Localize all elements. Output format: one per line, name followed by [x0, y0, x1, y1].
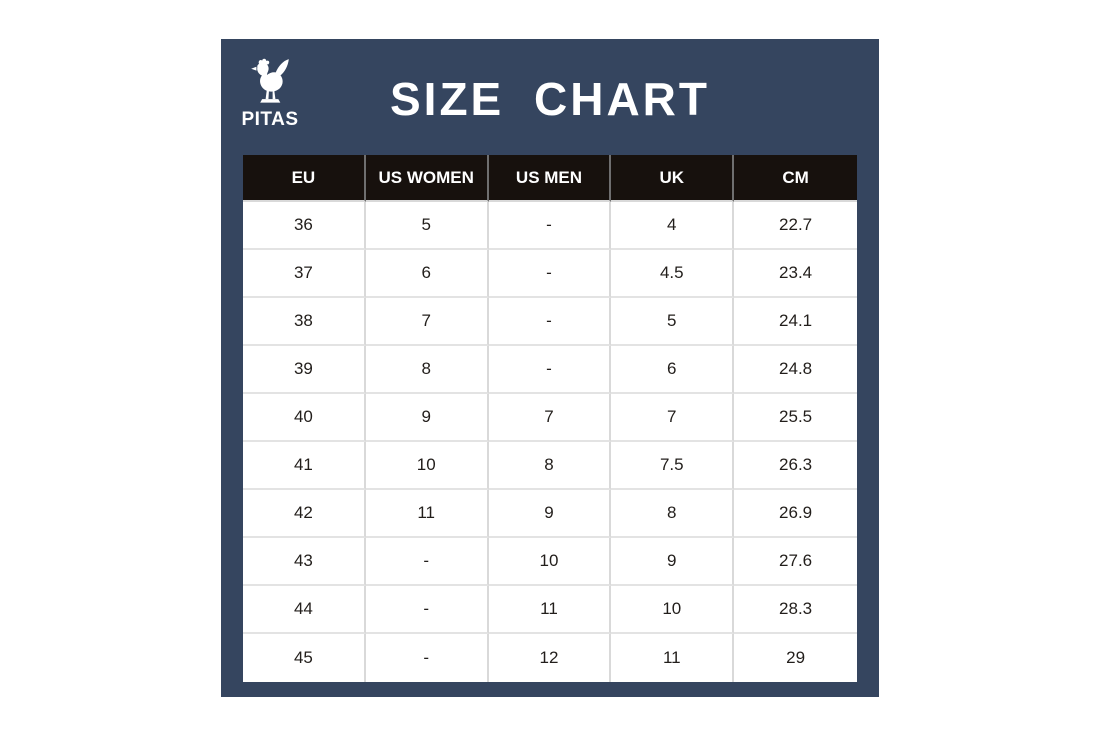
table-body: 36 5-4 22.7 37 6-4.5 23.4 38 7-5 24.1 39 8-6 24.8 40…: [243, 202, 857, 682]
size-cell: -: [488, 346, 612, 394]
brand-logo: PITAS: [237, 57, 303, 131]
size-cell: 26.3: [734, 442, 857, 490]
size-chart-panel: PITAS SIZE CHART EU US WOMEN US MEN UK CM 36…: [221, 39, 879, 697]
size-cell: 44: [243, 586, 366, 634]
size-cell: 42: [243, 490, 366, 538]
table-row: 39 8-6 24.8: [243, 346, 857, 394]
table-row: 41 10 8 7.5 26.3: [243, 442, 857, 490]
rooster-icon: [251, 58, 289, 103]
size-cell: 8: [488, 442, 612, 490]
brand-name: PITAS: [241, 109, 299, 130]
size-cell: 43: [243, 538, 366, 586]
column-header: UK: [611, 155, 735, 202]
column-header: EU: [243, 155, 366, 202]
size-cell: 5: [611, 298, 735, 346]
page-title: SIZE CHART: [390, 73, 710, 125]
size-cell: 41: [243, 442, 366, 490]
size-cell: 10: [488, 538, 612, 586]
size-cell: 7: [611, 394, 735, 442]
size-cell: 10: [365, 442, 489, 490]
size-cell: 45: [243, 634, 366, 682]
table-row: 40 9 7 7 25.5: [243, 394, 857, 442]
size-cell: -: [488, 202, 612, 250]
size-cell: 40: [243, 394, 366, 442]
size-cell: 4: [611, 202, 735, 250]
size-cell: 5: [365, 202, 489, 250]
size-cell: 9: [611, 538, 735, 586]
table-row: 38 7-5 24.1: [243, 298, 857, 346]
size-cell: 36: [243, 202, 366, 250]
column-header: US WOMEN: [365, 155, 489, 202]
size-cell: 4.5: [611, 250, 735, 298]
size-cell: 23.4: [734, 250, 857, 298]
column-header: CM: [734, 155, 857, 202]
size-cell: -: [365, 538, 489, 586]
size-cell: 7: [488, 394, 612, 442]
size-cell: 22.7: [734, 202, 857, 250]
size-cell: 7.5: [611, 442, 735, 490]
size-cell: -: [488, 298, 612, 346]
size-cell: 28.3: [734, 586, 857, 634]
size-cell: -: [365, 634, 489, 682]
size-cell: 8: [611, 490, 735, 538]
table-row: 42 11 9 8 26.9: [243, 490, 857, 538]
size-cell: 26.9: [734, 490, 857, 538]
size-cell: 9: [365, 394, 489, 442]
size-cell: 29: [734, 634, 857, 682]
size-cell: -: [365, 586, 489, 634]
size-cell: 11: [488, 586, 612, 634]
size-cell: 9: [488, 490, 612, 538]
table-row: 43-10 9 27.6: [243, 538, 857, 586]
table-row: 37 6-4.5 23.4: [243, 250, 857, 298]
size-cell: 25.5: [734, 394, 857, 442]
size-cell: 11: [365, 490, 489, 538]
size-cell: 8: [365, 346, 489, 394]
size-cell: -: [488, 250, 612, 298]
table-row: 36 5-4 22.7: [243, 202, 857, 250]
table-header: EU US WOMEN US MEN UK CM: [243, 155, 857, 202]
size-cell: 6: [365, 250, 489, 298]
size-cell: 24.8: [734, 346, 857, 394]
size-cell: 11: [611, 634, 735, 682]
size-cell: 7: [365, 298, 489, 346]
table-row: 44-11 10 28.3: [243, 586, 857, 634]
size-cell: 27.6: [734, 538, 857, 586]
size-cell: 12: [488, 634, 612, 682]
column-header: US MEN: [488, 155, 612, 202]
size-cell: 24.1: [734, 298, 857, 346]
size-cell: 10: [611, 586, 735, 634]
size-cell: 6: [611, 346, 735, 394]
size-cell: 37: [243, 250, 366, 298]
table-header-row: EU US WOMEN US MEN UK CM: [243, 155, 857, 202]
size-cell: 39: [243, 346, 366, 394]
size-cell: 38: [243, 298, 366, 346]
size-chart-table: EU US WOMEN US MEN UK CM 36 5-4 22.7 37 6-4.5 23.…: [243, 155, 857, 682]
table-row: 45-12 11 29: [243, 634, 857, 682]
